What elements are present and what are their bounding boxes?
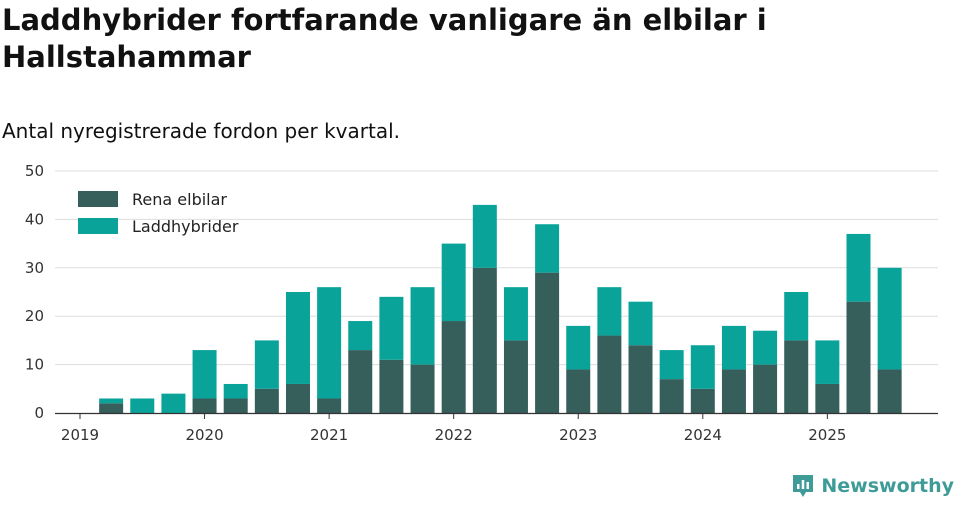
bar-hybrid-2020-q2 — [223, 383, 248, 399]
bar-electric-2021-q2 — [348, 350, 373, 413]
y-tick-label-40: 40 — [25, 210, 44, 228]
bar-hybrid-2025-q3 — [877, 267, 902, 370]
x-tick-label-2024: 2024 — [684, 426, 722, 444]
bar-electric-2024-q3 — [753, 364, 778, 413]
bar-hybrid-2025-q1 — [815, 340, 840, 384]
x-tick-label-2019: 2019 — [61, 426, 99, 444]
y-tick-label-20: 20 — [25, 307, 44, 325]
chart-subtitle: Antal nyregistrerade fordon per kvartal. — [2, 119, 401, 143]
brand-name: Newsworthy — [821, 475, 954, 497]
bar-electric-2020-q3 — [254, 388, 279, 413]
bar-hybrid-2020-q4 — [285, 292, 310, 384]
bar-electric-2020-q2 — [223, 398, 248, 413]
legend-swatch-electric — [78, 191, 118, 207]
bar-hybrid-2024-q1 — [690, 345, 715, 389]
bar-hybrid-2024-q3 — [753, 330, 778, 365]
bar-hybrid-2022-q1 — [441, 243, 466, 322]
bar-electric-2022-q1 — [441, 321, 466, 413]
legend-label-hybrid: Laddhybrider — [132, 217, 239, 236]
y-tick-label-50: 50 — [25, 162, 44, 180]
bar-electric-2021-q4 — [410, 364, 435, 413]
bar-electric-2025-q3 — [877, 369, 902, 413]
newsworthy-logo-icon — [793, 475, 814, 497]
bar-hybrid-2019-q2 — [99, 398, 124, 404]
bar-hybrid-2021-q4 — [410, 287, 435, 365]
bar-hybrid-2025-q2 — [846, 233, 871, 302]
bar-hybrid-2021-q3 — [379, 296, 404, 360]
bar-electric-2025-q2 — [846, 301, 871, 413]
bar-electric-2021-q1 — [317, 398, 342, 413]
bar-electric-2023-q4 — [659, 379, 684, 413]
bar-electric-2025-q1 — [815, 383, 840, 413]
bar-hybrid-2023-q2 — [597, 287, 622, 336]
legend-swatch-hybrid — [78, 218, 118, 234]
bar-electric-2021-q3 — [379, 359, 404, 413]
x-tick-label-2023: 2023 — [559, 426, 597, 444]
bar-hybrid-2022-q2 — [472, 204, 497, 268]
bar-hybrid-2024-q2 — [721, 325, 746, 370]
bar-hybrid-2019-q3 — [130, 398, 155, 413]
bar-hybrid-2020-q3 — [254, 340, 279, 389]
y-tick-label-30: 30 — [25, 259, 44, 277]
legend-label-electric: Rena elbilar — [132, 190, 227, 209]
bar-electric-2022-q2 — [472, 267, 497, 413]
bar-electric-2023-q3 — [628, 345, 653, 413]
x-tick-label-2022: 2022 — [435, 426, 473, 444]
bar-electric-2020-q1 — [192, 398, 217, 413]
bar-hybrid-2023-q1 — [566, 325, 591, 370]
bar-electric-2023-q2 — [597, 335, 622, 413]
x-tick-label-2025: 2025 — [808, 426, 846, 444]
bar-hybrid-2021-q2 — [348, 321, 373, 351]
bar-electric-2023-q1 — [566, 369, 591, 413]
bar-hybrid-2020-q1 — [192, 350, 217, 399]
bar-hybrid-2021-q1 — [317, 287, 342, 399]
bar-electric-2024-q2 — [721, 369, 746, 413]
bar-electric-2022-q4 — [535, 272, 560, 413]
bar-electric-2024-q1 — [690, 388, 715, 413]
y-tick-label-0: 0 — [34, 404, 44, 422]
brand-logo: Newsworthy — [791, 471, 954, 501]
bars — [99, 204, 902, 413]
bar-hybrid-2022-q3 — [503, 287, 528, 341]
axes: 0 10 20 30 40 50 2019 2020 2021 2022 2023 2024 2025 — [25, 162, 938, 444]
y-tick-label-10: 10 — [25, 356, 44, 374]
x-tick-label-2020: 2020 — [185, 426, 223, 444]
bar-electric-2022-q3 — [503, 340, 528, 413]
bar-hybrid-2024-q4 — [784, 292, 809, 341]
bar-electric-2020-q4 — [285, 383, 310, 413]
bar-hybrid-2019-q4 — [161, 393, 186, 413]
legend: Rena elbilar Laddhybrider — [78, 190, 239, 236]
x-tick-label-2021: 2021 — [310, 426, 348, 444]
bar-hybrid-2023-q4 — [659, 350, 684, 380]
chart-title: Laddhybrider fortfarande vanligare än el… — [2, 3, 767, 74]
bar-electric-2024-q4 — [784, 340, 809, 413]
bar-electric-2019-q2 — [99, 403, 124, 413]
bar-hybrid-2022-q4 — [535, 224, 560, 273]
bar-hybrid-2023-q3 — [628, 301, 653, 346]
